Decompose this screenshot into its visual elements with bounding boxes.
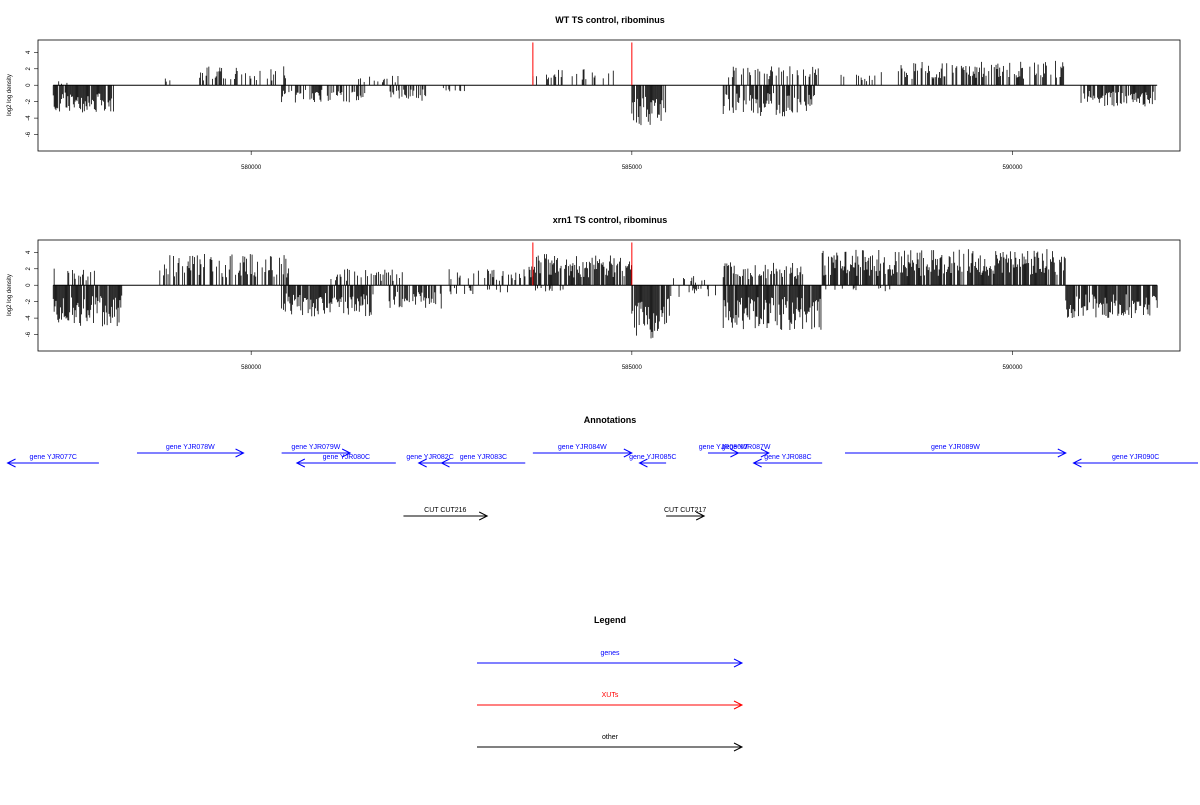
- y-tick-label: 2: [26, 266, 32, 270]
- annotation-gene-yjr084w: gene YJR084W: [532, 444, 633, 458]
- x-tick-label: 585000: [622, 365, 643, 371]
- feature-arrowhead: [341, 448, 352, 458]
- panel-xrn1-title: xrn1 TS control, ribominus: [553, 215, 668, 225]
- feature-arrowhead: [440, 458, 450, 468]
- feature-arrowhead: [235, 448, 245, 458]
- y-tick-label: 2: [26, 66, 32, 70]
- annotation-label: gene YJR086W: [699, 444, 748, 451]
- panel-xrn1-ylabel: log2 log density: [7, 274, 13, 316]
- panel-wt: WT TS control, ribominus log2 log densit…: [7, 15, 1181, 171]
- y-tick-label: 4: [26, 50, 32, 54]
- annotation-gene-yjr087w: gene YJR087W: [722, 444, 771, 458]
- legend-label: genes: [600, 650, 620, 657]
- annotation-cut-cut217: CUT CUT217: [664, 507, 706, 521]
- annotation-label: gene YJR087W: [722, 444, 771, 451]
- legend-label: XUTs: [602, 692, 619, 699]
- y-tick-label: -2: [26, 298, 32, 304]
- annotation-label: gene YJR078W: [166, 444, 215, 451]
- feature-arrowhead: [417, 458, 427, 468]
- panel-xrn1-bars: [52, 242, 1158, 339]
- annotation-gene-yjr090c: gene YJR090C: [1072, 454, 1198, 468]
- annotation-label: gene YJR083C: [460, 454, 507, 461]
- y-tick-label: -6: [26, 331, 32, 337]
- annotation-gene-yjr080c: gene YJR080C: [295, 454, 396, 468]
- x-tick-label: 585000: [622, 165, 643, 171]
- legend-item-other: other: [477, 734, 744, 752]
- annotation-label: gene YJR089W: [931, 444, 980, 451]
- legend-label: other: [602, 734, 619, 741]
- x-tick-label: 580000: [241, 365, 262, 371]
- feature-arrowhead: [1057, 448, 1067, 458]
- y-tick-label: -6: [26, 131, 32, 137]
- feature-arrowhead: [760, 448, 770, 458]
- feature-arrowhead: [733, 700, 744, 710]
- annotation-gene-yjr085c: gene YJR085C: [629, 454, 676, 468]
- annotation-gene-yjr082c: gene YJR082C: [406, 454, 454, 468]
- annotation-label: gene YJR090C: [1112, 454, 1159, 461]
- feature-arrowhead: [733, 742, 744, 752]
- annotation-gene-yjr088c: gene YJR088C: [752, 454, 823, 468]
- y-tick-label: -2: [26, 98, 32, 104]
- annotation-label: CUT CUT216: [424, 507, 466, 514]
- annotation-cut-cut216: CUT CUT216: [403, 507, 489, 521]
- x-tick-label: 590000: [1002, 365, 1023, 371]
- annotation-label: CUT CUT217: [664, 507, 706, 514]
- x-tick-label: 590000: [1002, 165, 1023, 171]
- feature-arrowhead: [478, 511, 489, 521]
- feature-arrowhead: [752, 458, 762, 468]
- panel-wt-frame: [37, 39, 1181, 152]
- annotation-label: gene YJR088C: [764, 454, 811, 461]
- x-tick-label: 580000: [241, 165, 262, 171]
- annotation-label: gene YJR079W: [291, 444, 340, 451]
- legend-item-gene: genes: [477, 650, 744, 668]
- feature-arrowhead: [295, 458, 306, 468]
- panel-wt-bars: [52, 42, 1158, 126]
- legend: Legend genes XUTs other: [477, 615, 744, 752]
- feature-arrowhead: [1072, 458, 1082, 468]
- feature-arrowhead: [6, 458, 16, 468]
- annotation-gene-yjr089w: gene YJR089W: [845, 444, 1067, 458]
- annotation-gene-yjr078w: gene YJR078W: [136, 444, 245, 458]
- panel-xrn1-axes: 4 2 0 -2 -4 -6 580000 585000 590000: [26, 250, 1023, 371]
- panel-wt-ylabel: log2 log density: [7, 74, 13, 116]
- annotation-label: gene YJR077C: [30, 454, 77, 461]
- annotation-gene-yjr077c: gene YJR077C: [6, 454, 99, 468]
- panel-xrn1-frame: [37, 239, 1181, 352]
- legend-item-xut: XUTs: [477, 692, 744, 710]
- legend-title: Legend: [594, 615, 626, 625]
- panel-wt-axes: 4 2 0 -2 -4 -6 580000 585000 590000: [26, 50, 1023, 171]
- annotations-title: Annotations: [584, 415, 637, 425]
- feature-arrowhead: [695, 511, 706, 521]
- feature-arrowhead: [638, 458, 648, 468]
- annotation-label: gene YJR082C: [406, 454, 453, 461]
- feature-arrowhead: [733, 658, 744, 668]
- annotation-gene-yjr079w: gene YJR079W: [281, 444, 352, 458]
- y-tick-label: -4: [26, 115, 32, 121]
- annotation-gene-yjr083c: gene YJR083C: [440, 454, 526, 468]
- y-tick-label: 0: [26, 83, 32, 87]
- annotation-label: gene YJR084W: [558, 444, 607, 451]
- annotation-label: gene YJR080C: [323, 454, 370, 461]
- y-tick-label: -4: [26, 315, 32, 321]
- panel-wt-title: WT TS control, ribominus: [555, 15, 665, 25]
- annotation-features: gene YJR077C gene YJR078W gene YJR079W gene…: [6, 444, 1198, 521]
- panel-xrn1: xrn1 TS control, ribominus log2 log dens…: [7, 215, 1181, 371]
- y-tick-label: 4: [26, 250, 32, 254]
- annotation-label: gene YJR085C: [629, 454, 676, 461]
- y-tick-label: 0: [26, 283, 32, 287]
- legend-items: genes XUTs other: [477, 650, 744, 752]
- feature-arrowhead: [623, 448, 633, 458]
